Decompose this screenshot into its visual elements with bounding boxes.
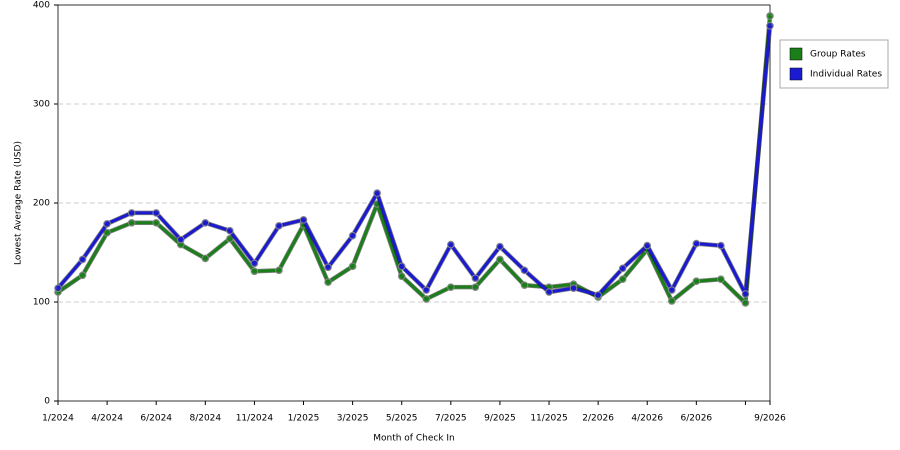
x-axis-label: Month of Check In xyxy=(373,434,455,444)
x-tick-label: 8/2024 xyxy=(189,414,221,424)
data-point xyxy=(766,12,774,20)
data-point xyxy=(422,295,431,303)
data-point xyxy=(643,241,652,250)
x-tick-label: 11/2024 xyxy=(236,414,274,424)
data-point xyxy=(471,274,480,283)
data-point xyxy=(275,266,283,275)
legend-box xyxy=(779,39,889,89)
series-line xyxy=(56,25,772,297)
x-tick-label: 9/2026 xyxy=(754,414,786,424)
data-point xyxy=(299,216,308,224)
data-point xyxy=(275,221,283,230)
series-line xyxy=(57,15,772,305)
y-tick-label: 200 xyxy=(33,199,50,209)
data-point xyxy=(545,288,553,296)
data-point xyxy=(397,262,406,271)
y-axis-label: Lowest Average Rate (USD) xyxy=(14,141,24,265)
y-tick-label: 400 xyxy=(33,1,50,11)
y-tick-label: 300 xyxy=(33,100,50,110)
data-point xyxy=(717,241,725,250)
data-point xyxy=(594,291,602,299)
y-tick-label: 100 xyxy=(33,298,50,308)
x-tick-label: 7/2025 xyxy=(435,414,467,424)
y-tick-label: 0 xyxy=(44,397,50,407)
data-point xyxy=(152,209,161,217)
x-tick-label: 6/2024 xyxy=(140,414,172,424)
data-point xyxy=(520,266,529,275)
data-point xyxy=(201,219,210,227)
data-point xyxy=(397,272,406,281)
data-point xyxy=(103,219,111,228)
data-point xyxy=(717,275,725,284)
data-point xyxy=(692,277,701,286)
data-point xyxy=(422,286,431,294)
data-point xyxy=(496,255,504,264)
legend-swatch xyxy=(789,47,803,61)
data-point xyxy=(618,264,627,273)
x-tick-label: 6/2026 xyxy=(681,414,713,424)
data-point xyxy=(324,278,332,287)
data-point xyxy=(127,219,136,227)
data-point xyxy=(324,263,332,272)
data-point xyxy=(78,255,87,264)
data-point xyxy=(152,219,161,227)
data-point xyxy=(201,254,210,263)
x-tick-label: 4/2024 xyxy=(91,414,123,424)
data-point xyxy=(176,235,185,244)
data-point xyxy=(226,226,234,235)
data-point xyxy=(667,297,676,305)
data-point xyxy=(250,259,259,268)
x-tick-label: 1/2024 xyxy=(42,414,74,424)
data-point xyxy=(692,239,701,248)
data-point xyxy=(54,284,62,292)
x-tick-label: 2/2026 xyxy=(582,414,614,424)
data-point xyxy=(741,299,750,307)
data-point xyxy=(373,189,381,197)
x-tick-label: 5/2025 xyxy=(386,414,418,424)
data-point xyxy=(127,209,136,217)
x-tick-label: 3/2025 xyxy=(337,414,369,424)
data-point xyxy=(741,290,750,298)
legend-label: Individual Rates xyxy=(810,70,882,80)
data-point xyxy=(766,21,774,30)
data-point xyxy=(618,275,627,284)
x-tick-label: 11/2025 xyxy=(530,414,567,424)
data-point xyxy=(250,267,259,276)
data-point xyxy=(667,286,676,294)
data-point xyxy=(569,284,578,292)
data-point xyxy=(496,242,504,251)
data-point xyxy=(471,283,480,291)
data-point xyxy=(348,262,357,271)
x-tick-label: 9/2025 xyxy=(484,414,516,424)
x-tick-label: 4/2026 xyxy=(631,414,663,424)
legend-swatch xyxy=(789,67,803,81)
data-point xyxy=(348,231,357,240)
data-point xyxy=(78,271,87,280)
data-point xyxy=(103,228,111,237)
data-point xyxy=(447,240,455,249)
data-point xyxy=(520,281,529,289)
legend-label: Group Rates xyxy=(810,50,866,60)
data-point xyxy=(447,283,455,291)
x-tick-label: 1/2025 xyxy=(288,414,320,424)
